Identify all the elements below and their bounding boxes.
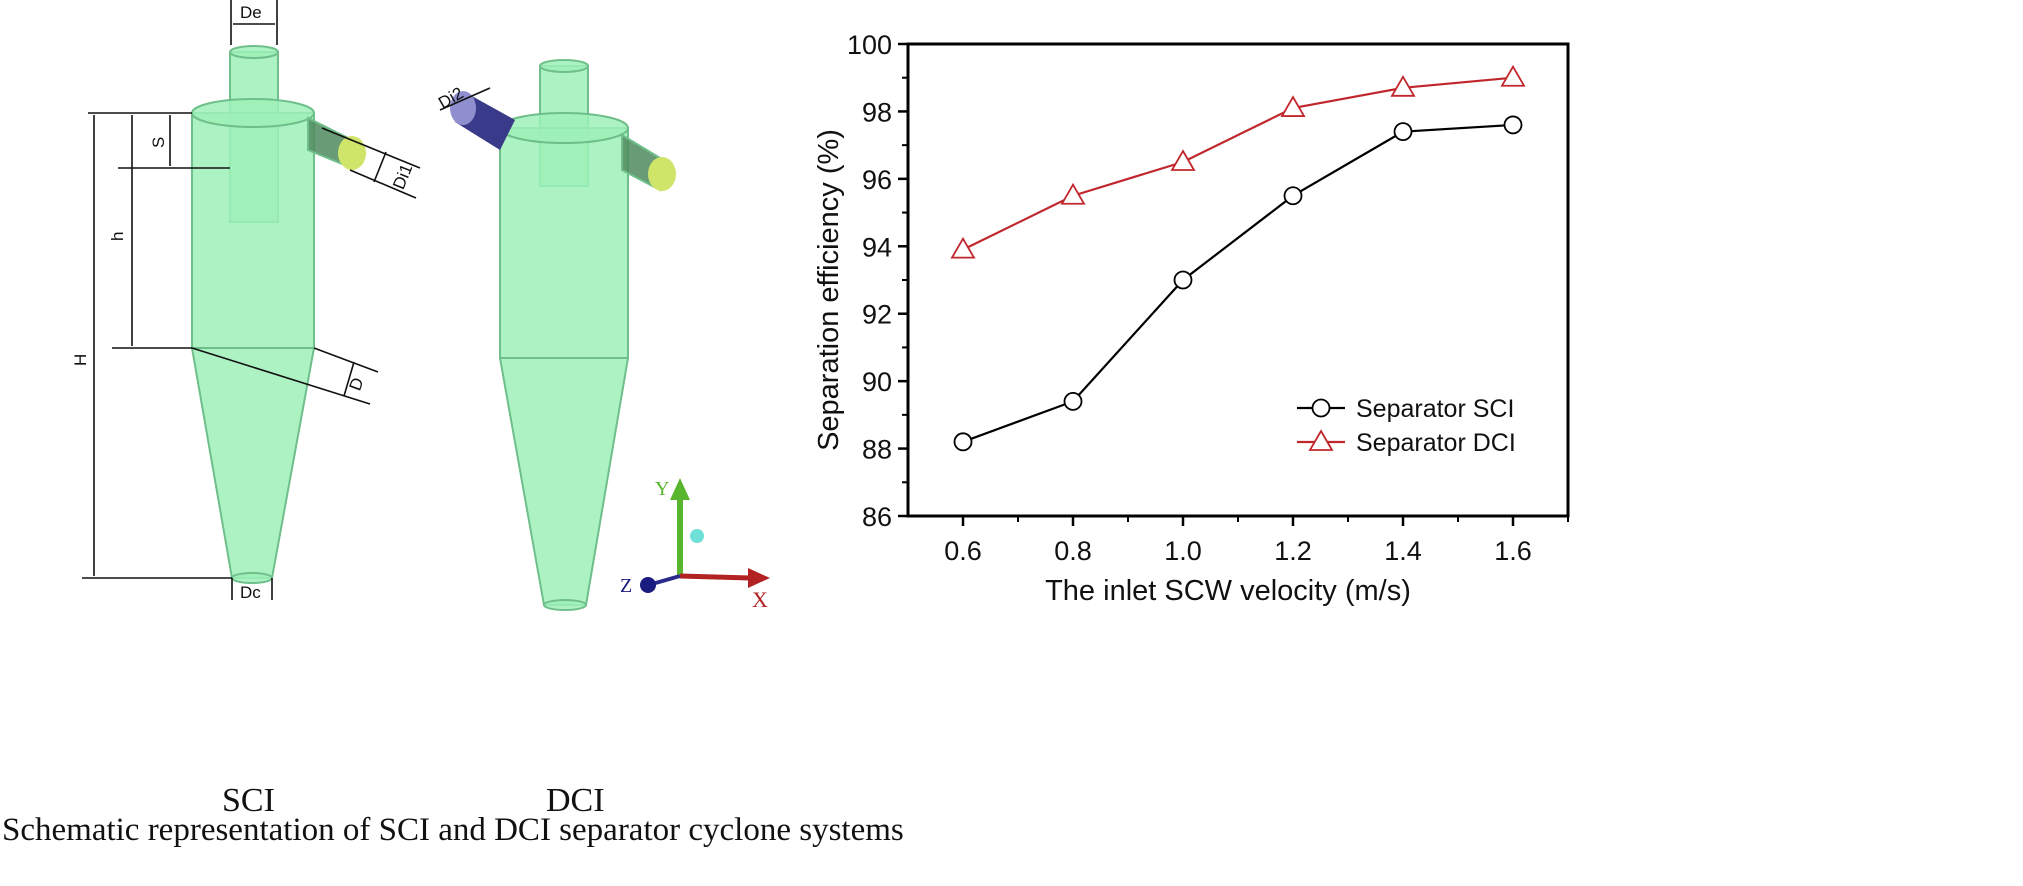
y-tick-label: 92 [862,300,892,330]
data-point-1-2 [1170,149,1196,171]
y-axis-label: Separation efficiency (%) [813,129,845,451]
label-s: S [149,137,168,148]
x-tick-label: 1.0 [1164,536,1202,566]
y-tick-label: 90 [862,367,892,397]
legend-marker-1 [1308,429,1334,451]
y-tick-label: 94 [862,232,892,262]
svg-text:Z: Z [620,575,632,597]
data-point-0-5 [1503,115,1523,135]
data-point-0-0 [953,432,973,452]
sci-label: SCI [222,782,275,819]
x-tick-label: 0.8 [1054,536,1092,566]
x-tick-label: 1.2 [1274,536,1312,566]
cyclone-schematic: De S h H Di1 D Dc Di2 Y X Z [71,0,770,612]
legend-label-1: Separator DCI [1356,429,1516,457]
data-point-0-1 [1063,391,1083,411]
dci-label: DCI [546,782,605,819]
data-point-1-0 [950,236,976,259]
label-d: D [345,375,367,393]
y-tick-label: 86 [862,502,892,532]
data-point-1-3 [1280,95,1306,117]
data-point-0-3 [1283,186,1303,206]
figure-caption: Schematic representation of SCI and DCI … [2,812,904,848]
legend-label-0: Separator SCI [1356,395,1514,423]
axis-triad-icon: Y X Z [620,478,770,612]
y-tick-label: 100 [847,30,892,60]
svg-text:X: X [752,587,768,612]
series-line-0 [962,123,1514,443]
data-point-1-1 [1060,182,1086,205]
x-tick-label: 0.6 [944,536,982,566]
data-point-0-4 [1393,122,1413,142]
data-point-0-2 [1173,270,1193,290]
series-line-1 [962,76,1514,251]
x-axis-label: The inlet SCW velocity (m/s) [1045,575,1411,607]
label-de: De [240,3,262,22]
x-tick-label: 1.6 [1494,536,1532,566]
y-tick-label: 98 [862,97,892,127]
label-H: H [71,354,90,366]
x-tick-label: 1.4 [1384,536,1422,566]
y-tick-label: 88 [862,435,892,465]
label-dc: Dc [240,583,261,602]
data-point-1-5 [1500,64,1526,87]
svg-text:Y: Y [655,478,669,500]
label-h: h [108,232,127,241]
inlet1-icon [338,136,366,170]
data-point-1-4 [1390,75,1416,97]
y-tick-label: 96 [862,165,892,195]
legend-marker-0 [1311,398,1331,418]
